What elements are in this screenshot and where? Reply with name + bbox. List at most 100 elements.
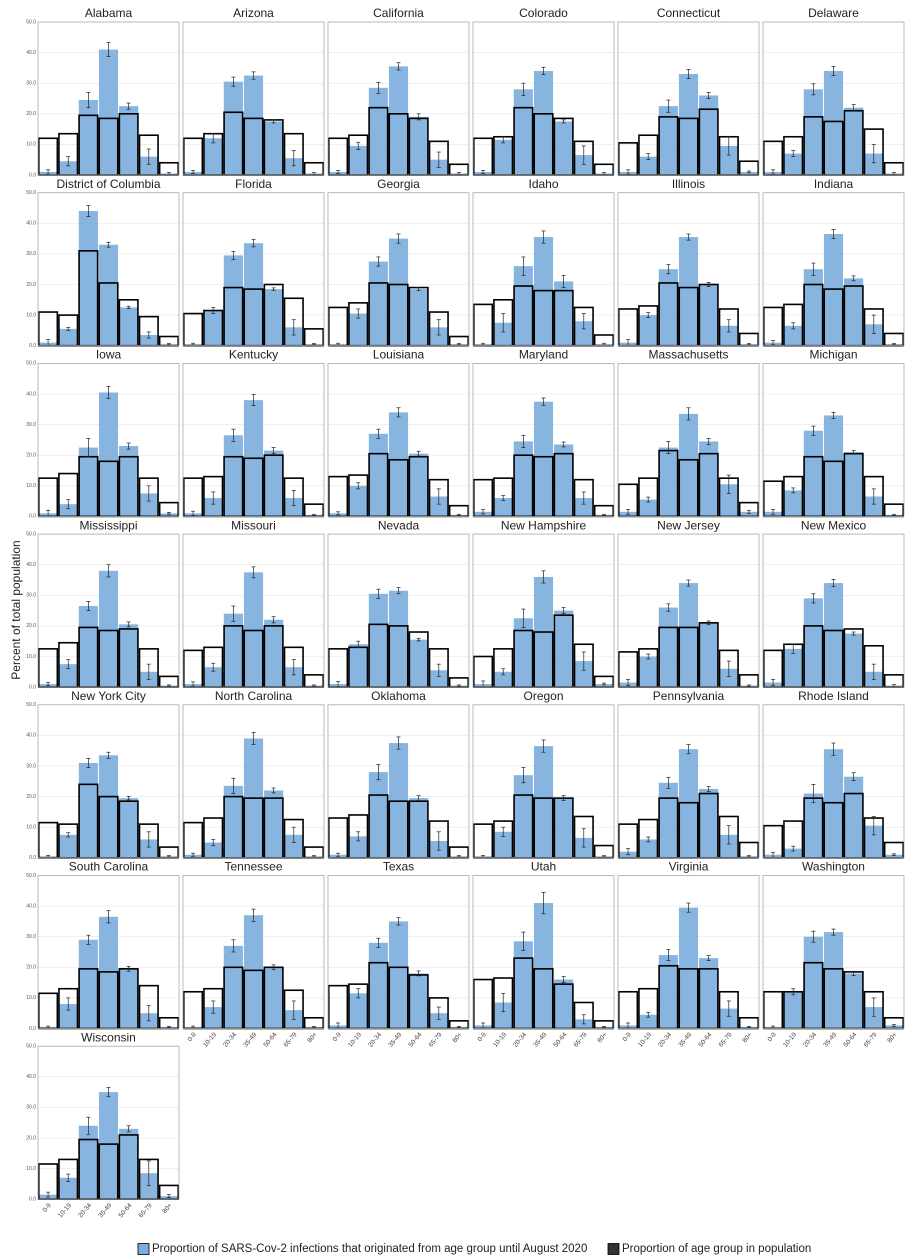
panel-title: Georgia bbox=[377, 177, 420, 191]
y-tick-label: 50.0 bbox=[26, 531, 36, 537]
infection-bar bbox=[223, 255, 243, 346]
infection-bar bbox=[783, 991, 803, 1029]
infection-bar bbox=[348, 993, 368, 1029]
infection-bar bbox=[98, 244, 119, 346]
infection-bar bbox=[388, 66, 409, 175]
infection-bar bbox=[284, 158, 304, 175]
infection-bar bbox=[574, 661, 594, 688]
y-tick-label: 50.0 bbox=[26, 190, 36, 196]
infection-bar bbox=[119, 968, 139, 1029]
infection-bar bbox=[58, 1004, 78, 1029]
infection-bar bbox=[284, 834, 304, 858]
infection-bar bbox=[223, 435, 243, 517]
infection-bar bbox=[388, 921, 409, 1029]
infection-bar bbox=[429, 1013, 449, 1029]
infection-bar bbox=[823, 415, 844, 517]
x-tick-label: 35-49 bbox=[532, 1031, 548, 1049]
y-tick-label: 0.0 bbox=[29, 172, 36, 178]
panel-border bbox=[762, 533, 905, 688]
x-tick-label: 10-19 bbox=[782, 1031, 798, 1049]
infection-bar bbox=[348, 145, 368, 175]
x-tick-label: 10-19 bbox=[637, 1031, 653, 1049]
panel-title: Virginia bbox=[669, 860, 709, 874]
y-tick-label: 20.0 bbox=[26, 623, 36, 629]
infection-bar bbox=[223, 785, 243, 858]
panel-title: Iowa bbox=[96, 348, 122, 362]
x-tick-label: 0-9 bbox=[187, 1031, 199, 1043]
y-tick-label: 30.0 bbox=[26, 763, 36, 769]
infection-bar bbox=[409, 639, 429, 688]
y-tick-label: 0.0 bbox=[29, 1197, 36, 1203]
infection-bar bbox=[493, 1002, 513, 1029]
infection-bar bbox=[264, 790, 284, 858]
infection-bar bbox=[864, 496, 884, 517]
x-tick-label: 0-9 bbox=[767, 1031, 779, 1043]
x-tick-label: 0-9 bbox=[477, 1031, 489, 1043]
infection-bar bbox=[638, 499, 658, 517]
infection-bar bbox=[699, 441, 719, 517]
panel-title: Florida bbox=[235, 177, 272, 191]
legend-key bbox=[607, 1243, 620, 1255]
x-tick-label: 65-79 bbox=[718, 1031, 734, 1049]
panel-title: New York City bbox=[71, 689, 146, 703]
infection-bar bbox=[719, 484, 739, 517]
panel-title: Kentucky bbox=[229, 348, 278, 362]
infection-bar bbox=[864, 1007, 884, 1029]
x-tick-label: 0-9 bbox=[622, 1031, 634, 1043]
x-tick-label: 20-34 bbox=[222, 1031, 238, 1049]
x-tick-label: 50-64 bbox=[407, 1031, 423, 1049]
infection-bar bbox=[864, 825, 884, 858]
infection-bar bbox=[98, 570, 119, 688]
infection-bar bbox=[513, 618, 533, 688]
y-tick-label: 50.0 bbox=[26, 702, 36, 708]
infection-bar bbox=[78, 211, 98, 346]
y-tick-label: 50.0 bbox=[26, 873, 36, 879]
infection-bar bbox=[574, 498, 594, 517]
infection-bar bbox=[78, 606, 98, 688]
x-tick-label: 35-49 bbox=[97, 1202, 113, 1220]
panel-border bbox=[762, 21, 905, 176]
y-tick-label: 50.0 bbox=[26, 1044, 36, 1050]
y-tick-label: 30.0 bbox=[26, 593, 36, 599]
infection-bar bbox=[388, 412, 409, 517]
panel-title: Rhode Island bbox=[798, 689, 869, 703]
y-axis-label: Percent of total population bbox=[9, 540, 23, 679]
panel-title: Colorado bbox=[519, 6, 568, 20]
panel-border bbox=[472, 21, 615, 176]
infection-bar bbox=[719, 145, 739, 175]
infection-bar bbox=[348, 836, 368, 858]
x-tick-label: 20-34 bbox=[367, 1031, 383, 1049]
x-tick-label: 20-34 bbox=[512, 1031, 528, 1049]
y-tick-label: 0.0 bbox=[29, 684, 36, 690]
infection-bar bbox=[493, 831, 513, 858]
panel-border bbox=[762, 704, 905, 859]
infection-bar bbox=[554, 798, 574, 858]
infection-bar bbox=[348, 485, 368, 517]
panel-border bbox=[472, 704, 615, 859]
infection-bar bbox=[139, 156, 159, 175]
infection-bar bbox=[658, 782, 678, 858]
panel-border bbox=[37, 1045, 180, 1200]
x-tick-label: 65-79 bbox=[863, 1031, 879, 1049]
panel-title: Oklahoma bbox=[371, 689, 426, 703]
infection-bar bbox=[844, 973, 864, 1029]
infection-bar bbox=[223, 945, 243, 1029]
infection-bar bbox=[58, 161, 78, 175]
infection-bar bbox=[409, 453, 429, 517]
infection-bar bbox=[409, 289, 429, 346]
panel-title: Nevada bbox=[378, 518, 420, 532]
infection-bar bbox=[678, 413, 699, 517]
panel-title: District of Columbia bbox=[56, 177, 160, 191]
panel-border bbox=[327, 875, 470, 1029]
legend-label: Proportion of age group in population bbox=[622, 1243, 811, 1255]
y-tick-label: 50.0 bbox=[26, 361, 36, 367]
legend-key bbox=[137, 1243, 150, 1255]
infection-bar bbox=[513, 441, 533, 517]
infection-bar bbox=[203, 842, 223, 858]
panel-title: Utah bbox=[531, 860, 556, 874]
y-tick-label: 40.0 bbox=[26, 562, 36, 568]
infection-bar bbox=[119, 1128, 139, 1200]
infection-bar bbox=[409, 116, 429, 175]
panel-border bbox=[617, 533, 760, 688]
infection-bar bbox=[638, 156, 658, 175]
